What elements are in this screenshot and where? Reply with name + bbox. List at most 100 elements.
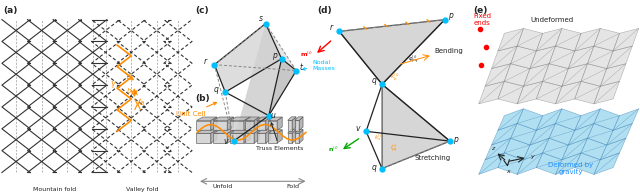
Text: $\gamma$: $\gamma$ [111, 79, 117, 90]
Polygon shape [536, 153, 562, 174]
Polygon shape [266, 24, 296, 71]
Polygon shape [257, 121, 266, 130]
Polygon shape [536, 28, 562, 51]
Polygon shape [562, 138, 588, 160]
Text: Undeformed: Undeformed [530, 17, 573, 23]
Polygon shape [213, 121, 227, 130]
Text: (e): (e) [474, 6, 488, 15]
Polygon shape [485, 64, 511, 86]
Polygon shape [600, 64, 626, 86]
Polygon shape [530, 123, 556, 145]
Polygon shape [196, 117, 217, 121]
Polygon shape [549, 46, 575, 69]
Text: Deformed by
gravity: Deformed by gravity [548, 162, 593, 175]
Text: Stretching: Stretching [415, 155, 451, 161]
Text: r: r [204, 57, 207, 66]
Polygon shape [575, 81, 600, 104]
Text: s: s [259, 14, 262, 23]
Polygon shape [517, 109, 543, 130]
Polygon shape [575, 109, 600, 130]
Polygon shape [196, 133, 211, 143]
Text: Fixed
ends: Fixed ends [473, 13, 491, 26]
Polygon shape [213, 117, 234, 121]
Polygon shape [575, 153, 600, 174]
Polygon shape [556, 28, 581, 51]
Polygon shape [556, 153, 581, 174]
Text: v: v [223, 137, 228, 146]
Text: x: x [507, 169, 510, 174]
Polygon shape [295, 120, 300, 131]
Polygon shape [211, 130, 217, 143]
Polygon shape [244, 117, 250, 130]
Polygon shape [268, 117, 282, 121]
Polygon shape [562, 64, 588, 86]
Text: y: y [531, 154, 534, 159]
Polygon shape [504, 64, 530, 86]
Polygon shape [613, 109, 639, 130]
Polygon shape [581, 64, 607, 86]
Text: q: q [371, 163, 376, 172]
Polygon shape [292, 117, 296, 131]
Polygon shape [498, 81, 524, 104]
Polygon shape [556, 81, 581, 104]
Polygon shape [257, 133, 266, 143]
Polygon shape [288, 130, 296, 133]
Text: (a): (a) [3, 6, 17, 15]
Text: z: z [491, 146, 494, 152]
Text: (c): (c) [195, 6, 209, 15]
Polygon shape [588, 46, 613, 69]
Polygon shape [517, 28, 543, 51]
Polygon shape [524, 64, 549, 86]
Polygon shape [485, 138, 511, 160]
Polygon shape [498, 153, 524, 174]
Polygon shape [292, 130, 296, 143]
Text: $\mathbf{m}^{(i)}$: $\mathbf{m}^{(i)}$ [300, 49, 312, 59]
Polygon shape [492, 123, 517, 145]
Text: $k_s^{(i)}$: $k_s^{(i)}$ [374, 132, 383, 143]
Text: Valley fold: Valley fold [126, 187, 158, 192]
Polygon shape [245, 130, 259, 133]
Text: $\mathbf{n}^{(i)}$: $\mathbf{n}^{(i)}$ [328, 145, 339, 154]
Polygon shape [213, 133, 227, 143]
Polygon shape [266, 130, 271, 143]
Polygon shape [530, 46, 556, 69]
Polygon shape [196, 130, 217, 133]
Polygon shape [245, 117, 259, 121]
Text: (b): (b) [195, 94, 210, 103]
Polygon shape [257, 130, 271, 133]
Polygon shape [575, 28, 600, 51]
Polygon shape [479, 81, 504, 104]
Polygon shape [245, 121, 254, 130]
Polygon shape [543, 64, 568, 86]
Polygon shape [266, 117, 271, 130]
Polygon shape [607, 46, 632, 69]
Polygon shape [230, 121, 244, 130]
Text: Unfold: Unfold [212, 184, 233, 189]
Polygon shape [568, 46, 594, 69]
Polygon shape [230, 117, 250, 121]
Polygon shape [536, 109, 562, 130]
Polygon shape [288, 120, 292, 131]
Polygon shape [196, 121, 211, 130]
Polygon shape [268, 133, 277, 143]
Polygon shape [227, 130, 234, 143]
Text: q: q [214, 85, 219, 94]
Polygon shape [245, 133, 254, 143]
Polygon shape [517, 153, 543, 174]
Polygon shape [511, 46, 536, 69]
Polygon shape [594, 28, 620, 51]
Polygon shape [234, 24, 282, 141]
Text: v: v [355, 124, 360, 133]
Polygon shape [214, 24, 282, 92]
Polygon shape [277, 130, 282, 143]
Text: Fold: Fold [287, 184, 300, 189]
Text: Mountain fold: Mountain fold [33, 187, 76, 192]
Polygon shape [594, 81, 620, 104]
Polygon shape [556, 109, 581, 130]
Polygon shape [492, 46, 517, 69]
Polygon shape [227, 117, 234, 130]
Polygon shape [268, 130, 282, 133]
Text: p: p [448, 11, 453, 20]
Polygon shape [549, 123, 575, 145]
Text: u: u [270, 111, 275, 120]
